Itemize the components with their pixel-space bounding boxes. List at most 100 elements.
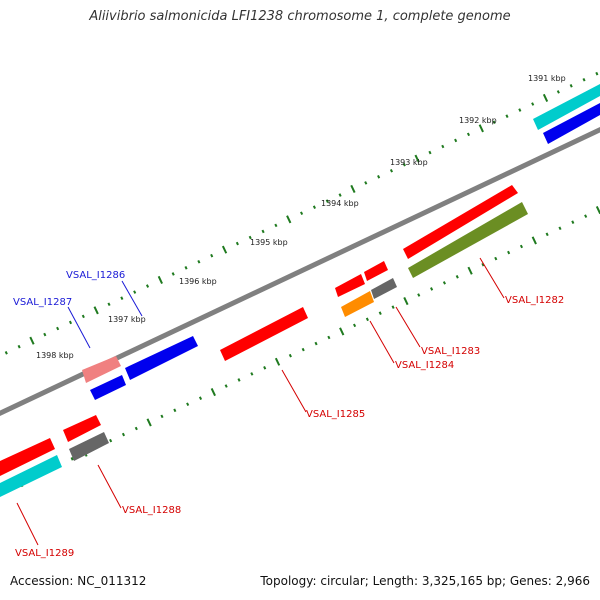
minor-tick <box>300 211 304 216</box>
minor-tick <box>274 223 278 228</box>
minor-tick <box>364 181 368 185</box>
kbp-label-1391: 1391 kbp <box>528 74 566 83</box>
major-tick <box>210 388 216 397</box>
minor-tick <box>4 351 8 355</box>
kbp-label-1396: 1396 kbp <box>179 277 217 286</box>
minor-tick <box>145 284 150 288</box>
minor-tick <box>481 262 485 267</box>
major-tick <box>274 357 281 366</box>
minor-tick <box>582 77 586 82</box>
minor-tick <box>17 344 21 349</box>
gene-label-vsal-i1285: VSAL_I1285 <box>306 409 365 420</box>
minor-tick <box>173 408 177 413</box>
gene-vsal-i1286[interactable] <box>125 336 198 380</box>
minor-tick <box>365 317 369 322</box>
gene-vsal-i1287-pink[interactable] <box>82 356 121 383</box>
minor-tick <box>171 272 175 276</box>
gene-vsal-i1288-red[interactable] <box>63 415 101 442</box>
minor-tick <box>571 220 575 224</box>
minor-tick <box>545 232 549 237</box>
minor-tick <box>389 168 393 173</box>
gene-vsal-i1283-gray[interactable] <box>371 278 397 299</box>
minor-tick <box>494 256 498 261</box>
minor-tick <box>430 287 434 291</box>
minor-tick <box>558 226 562 231</box>
minor-tick <box>81 314 85 319</box>
tick-ring-outer <box>4 71 599 355</box>
minor-tick <box>301 347 305 352</box>
kbp-label-1392: 1392 kbp <box>459 116 497 125</box>
minor-tick <box>121 432 126 437</box>
minor-tick <box>441 144 445 149</box>
minor-tick <box>43 332 47 337</box>
minor-tick <box>107 302 111 307</box>
minor-tick <box>556 90 560 94</box>
gene-label-vsal-i1282: VSAL_I1282 <box>505 295 564 306</box>
gene-vsal-i1282-red[interactable] <box>403 185 518 259</box>
kbp-label-1395: 1395 kbp <box>250 238 288 247</box>
minor-tick <box>519 244 524 249</box>
minor-tick <box>417 293 421 297</box>
minor-tick <box>391 305 395 309</box>
minor-tick <box>569 84 573 88</box>
major-tick <box>403 297 409 306</box>
gene-vsal-i1285[interactable] <box>220 307 308 361</box>
minor-tick <box>507 250 511 255</box>
major-tick <box>93 306 99 315</box>
gene-blue-top-right[interactable] <box>543 103 600 144</box>
minor-tick <box>184 266 188 270</box>
minor-tick <box>109 438 113 443</box>
minor-tick <box>261 229 265 234</box>
major-tick <box>221 245 228 254</box>
minor-tick <box>455 275 459 279</box>
minor-tick <box>353 323 357 328</box>
gene-vsal-i1287-blue[interactable] <box>90 375 126 400</box>
major-tick <box>531 236 537 245</box>
major-tick <box>146 418 152 427</box>
minor-tick <box>186 402 190 407</box>
major-tick <box>29 336 35 345</box>
minor-tick <box>235 241 239 246</box>
minor-tick <box>584 214 588 218</box>
minor-tick <box>68 320 73 325</box>
gene-vsal-i1289-red[interactable] <box>0 438 55 476</box>
gene-label-vsal-i1284: VSAL_I1284 <box>395 360 454 371</box>
gene-vsal-i1284-orange[interactable] <box>341 291 374 317</box>
gene-label-vsal-i1283: VSAL_I1283 <box>421 346 480 357</box>
map-title: Aliivibrio salmonicida LFI1238 chromosom… <box>89 9 511 24</box>
major-tick <box>339 327 345 336</box>
minor-tick <box>325 199 329 203</box>
minor-tick <box>454 138 458 143</box>
minor-tick <box>492 120 496 125</box>
gene-vsal-i1283-red[interactable] <box>364 261 388 281</box>
accession-text: Accession: NC_011312 <box>10 574 147 588</box>
kbp-label-1394: 1394 kbp <box>321 199 359 208</box>
label-connectors <box>16 257 505 546</box>
minor-tick <box>338 193 342 197</box>
gene-vsal-i1284-red[interactable] <box>335 274 365 297</box>
tick-ring-inner <box>18 206 600 488</box>
minor-tick <box>198 396 203 400</box>
gene-label-vsal-i1286: VSAL_I1286 <box>66 270 125 281</box>
topology-text: Topology: circular; Length: 3,325,165 bp… <box>260 574 590 588</box>
minor-tick <box>505 114 509 118</box>
minor-tick <box>378 311 382 315</box>
gene-label-vsal-i1287: VSAL_I1287 <box>13 297 72 308</box>
kbp-label-1397: 1397 kbp <box>108 315 146 324</box>
gene-vsal-i1288-gray[interactable] <box>69 432 109 461</box>
major-tick <box>286 215 292 224</box>
minor-tick <box>134 426 138 431</box>
major-tick <box>467 266 473 275</box>
minor-tick <box>595 71 599 76</box>
minor-tick <box>327 335 331 340</box>
gene-vsal-i1282-olive[interactable] <box>408 202 528 278</box>
minor-tick <box>250 372 254 376</box>
minor-tick <box>442 281 446 285</box>
minor-tick <box>402 162 406 167</box>
minor-tick <box>428 150 432 155</box>
gene-vsal-i1289-cyan[interactable] <box>0 455 62 497</box>
minor-tick <box>248 235 252 240</box>
gene-cyan-top-right[interactable] <box>533 84 600 130</box>
minor-tick <box>237 378 241 382</box>
gene-label-vsal-i1289: VSAL_I1289 <box>15 548 74 559</box>
